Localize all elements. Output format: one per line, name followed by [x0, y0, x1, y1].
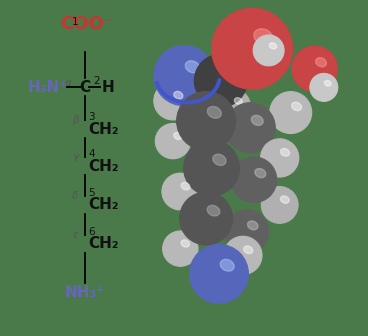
- Circle shape: [270, 92, 312, 133]
- Text: 4: 4: [89, 149, 95, 159]
- Text: COO⁻: COO⁻: [60, 15, 113, 33]
- Text: CH₂: CH₂: [89, 236, 119, 251]
- Text: α: α: [65, 78, 72, 88]
- Text: CH₂: CH₂: [89, 122, 119, 137]
- Ellipse shape: [254, 29, 273, 45]
- Ellipse shape: [269, 43, 277, 49]
- Text: γ: γ: [72, 152, 79, 162]
- Ellipse shape: [174, 91, 183, 99]
- Text: NH₃⁺: NH₃⁺: [64, 285, 105, 300]
- Circle shape: [261, 186, 298, 223]
- Ellipse shape: [207, 107, 221, 118]
- Circle shape: [231, 157, 277, 203]
- Ellipse shape: [248, 221, 258, 230]
- Ellipse shape: [280, 196, 289, 203]
- Ellipse shape: [280, 149, 290, 156]
- Circle shape: [155, 123, 191, 159]
- Circle shape: [224, 210, 269, 254]
- Circle shape: [177, 91, 236, 151]
- Circle shape: [253, 35, 284, 66]
- Circle shape: [224, 236, 262, 275]
- Circle shape: [163, 231, 198, 266]
- Text: ε: ε: [73, 229, 79, 240]
- Text: 2: 2: [93, 76, 100, 86]
- Ellipse shape: [181, 240, 190, 247]
- Text: 1: 1: [71, 17, 78, 27]
- Text: H₃N⁺: H₃N⁺: [27, 80, 68, 95]
- Circle shape: [190, 244, 248, 303]
- Text: 5: 5: [89, 188, 95, 198]
- Circle shape: [212, 8, 293, 89]
- Ellipse shape: [325, 80, 331, 86]
- Ellipse shape: [234, 98, 242, 104]
- Circle shape: [261, 139, 299, 177]
- Circle shape: [180, 192, 233, 245]
- Circle shape: [162, 173, 199, 210]
- Text: δ: δ: [72, 191, 79, 201]
- Ellipse shape: [244, 246, 253, 254]
- Ellipse shape: [251, 115, 263, 125]
- Text: CH₂: CH₂: [89, 159, 119, 174]
- Text: 6: 6: [89, 226, 95, 237]
- Circle shape: [310, 73, 338, 101]
- Ellipse shape: [291, 102, 302, 111]
- Ellipse shape: [255, 168, 266, 178]
- Text: CH₂: CH₂: [89, 198, 119, 212]
- Circle shape: [292, 46, 337, 92]
- Circle shape: [184, 140, 240, 196]
- Ellipse shape: [207, 205, 220, 216]
- Circle shape: [194, 54, 247, 107]
- Ellipse shape: [174, 132, 182, 139]
- Circle shape: [154, 45, 214, 106]
- Ellipse shape: [185, 61, 199, 73]
- Ellipse shape: [316, 57, 326, 67]
- Text: C: C: [79, 80, 90, 95]
- Ellipse shape: [222, 68, 234, 78]
- Text: β: β: [72, 115, 79, 125]
- Text: H: H: [102, 80, 114, 95]
- Circle shape: [217, 89, 250, 122]
- Ellipse shape: [181, 182, 190, 190]
- Circle shape: [154, 82, 192, 120]
- Ellipse shape: [213, 154, 226, 165]
- Circle shape: [225, 103, 275, 153]
- Ellipse shape: [220, 259, 234, 271]
- Text: 3: 3: [89, 112, 95, 122]
